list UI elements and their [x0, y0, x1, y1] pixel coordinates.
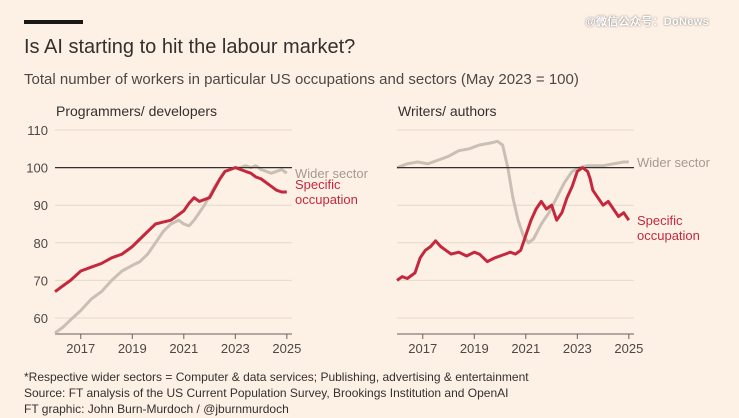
y-tick-label: 100	[26, 161, 48, 176]
footer-credit: FT graphic: John Burn-Murdoch / @jburnmu…	[24, 402, 289, 416]
series-line-specific-occupation	[54, 166, 287, 293]
label-specific-line1: Specific	[295, 177, 341, 192]
x-tick-label: 2023	[563, 341, 592, 356]
label-specific-line2: occupation	[637, 228, 700, 243]
series-line-specific-occupation	[396, 166, 631, 282]
label-wider-sector: Wider sector	[295, 166, 369, 181]
x-tick-label: 2021	[511, 341, 540, 356]
x-tick-label: 2019	[460, 341, 489, 356]
x-tick-label: 2019	[118, 341, 147, 356]
chart-panel-1: Programmers/ developers 60 70 80 90 100 110 201…	[26, 103, 368, 356]
x-tick-label: 2021	[169, 341, 198, 356]
footer-source: Source: FT analysis of the US Current Po…	[24, 386, 509, 400]
label-specific-line2: occupation	[295, 192, 358, 207]
series-line-wider-sector	[54, 164, 288, 335]
y-tick-label: 80	[34, 236, 48, 251]
x-tick-label: 2023	[221, 341, 250, 356]
y-tick-label: 60	[34, 311, 48, 326]
chart-title: Is AI starting to hit the labour market?	[24, 36, 356, 58]
x-tick-label: 2025	[272, 341, 301, 356]
panel-title: Writers/ authors	[398, 103, 497, 119]
x-tick-label: 2025	[614, 341, 643, 356]
footer: *Respective wider sectors = Computer & d…	[24, 369, 529, 417]
label-wider-sector: Wider sector	[637, 155, 711, 170]
ft-header-bar	[24, 20, 83, 24]
y-tick-label: 90	[34, 198, 48, 213]
x-tick-label: 2017	[66, 341, 95, 356]
x-tick-label: 2017	[408, 341, 437, 356]
chart-subtitle: Total number of workers in particular US…	[24, 71, 579, 88]
series-line-wider-sector	[396, 139, 629, 245]
chart-panel-2: Writers/ authors 2017 2019 2021 2023 2025 Wide…	[396, 103, 711, 356]
panel-title: Programmers/ developers	[56, 103, 217, 119]
footer-note: *Respective wider sectors = Computer & d…	[24, 370, 529, 384]
y-tick-label: 110	[27, 123, 48, 138]
watermark: @微信公众号：DoNews	[584, 16, 709, 28]
label-specific-line1: Specific	[637, 213, 683, 228]
y-tick-label: 70	[34, 273, 48, 288]
